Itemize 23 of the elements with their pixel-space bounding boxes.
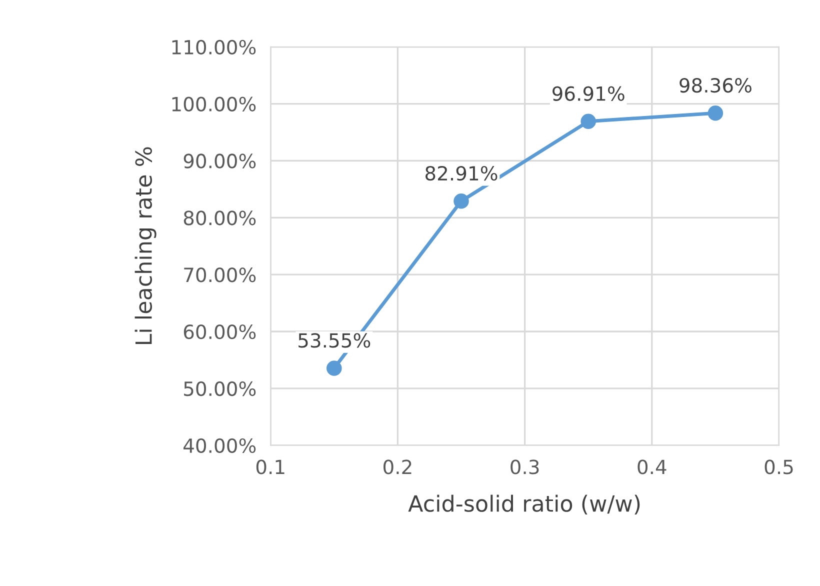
x-tick-label: 0.3: [510, 460, 539, 474]
x-tick-label: 0.5: [764, 460, 793, 474]
point: [454, 193, 469, 209]
data-label: 82.91%: [426, 166, 498, 181]
data-label: 98.36%: [680, 78, 752, 93]
point: [708, 106, 724, 121]
y-tick-label: 90.00%: [184, 154, 256, 168]
data-label: 53.55%: [298, 333, 370, 348]
y-tick-label: 70.00%: [184, 268, 256, 282]
x-tick-label: 0.4: [638, 460, 666, 474]
x-axis-title: Acid-solid ratio (w/w): [408, 494, 640, 515]
y-tick-label: 110.00%: [172, 40, 256, 55]
y-tick-label: 100.00%: [172, 96, 256, 112]
point: [326, 360, 342, 376]
x-tick-label: 0.1: [256, 460, 284, 474]
y-tick-label: 50.00%: [184, 381, 256, 396]
point: [580, 114, 596, 130]
y-tick-label: 60.00%: [184, 324, 256, 340]
x-tick-label: 0.2: [384, 460, 412, 474]
y-tick-label: 80.00%: [184, 210, 256, 226]
y-tick-label: 40.00%: [184, 438, 256, 454]
y-axis-title: Li leaching rate %: [134, 147, 156, 344]
data-label: 96.91%: [552, 86, 624, 101]
